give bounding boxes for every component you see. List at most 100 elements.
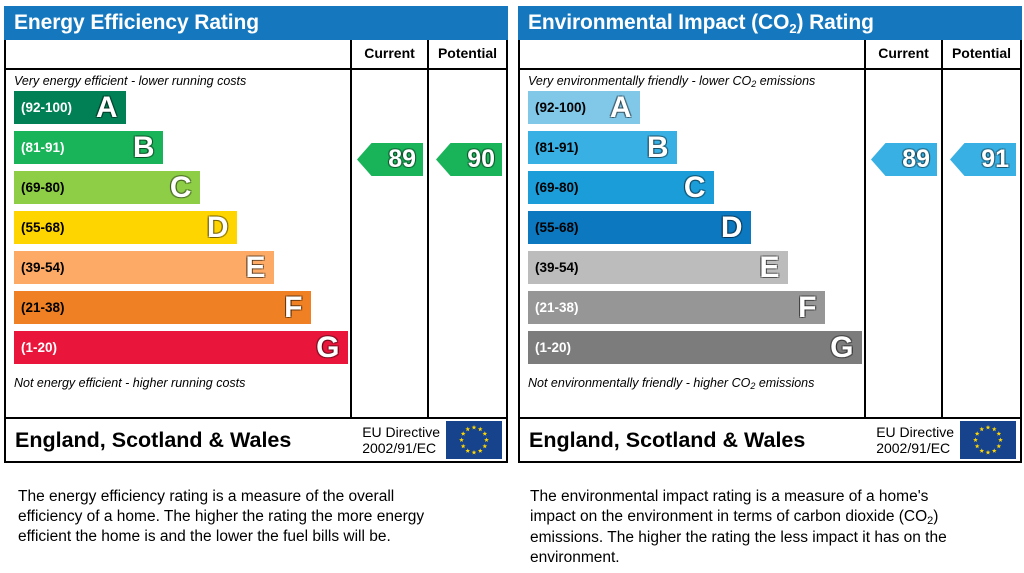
env-bottom-note: Not environmentally friendly - higher CO… xyxy=(520,372,864,393)
env-band-e-range: (39-54) xyxy=(535,259,579,275)
env-caption-post: ) emissions. The higher the rating the l… xyxy=(530,508,947,566)
env-band-d-letter: D xyxy=(720,210,743,244)
energy-bars: (92-100) A (81-91) B (69-80) C (55-68) xyxy=(6,91,350,372)
env-current-arrow: 89 xyxy=(871,143,937,176)
energy-chart-column: Very energy efficient - lower running co… xyxy=(6,70,352,417)
energy-potential-arrow: 90 xyxy=(436,143,502,176)
env-current-column: 89 xyxy=(866,70,943,417)
env-footer: England, Scotland & Wales EU Directive 2… xyxy=(520,417,1020,461)
env-directive-line2: 2002/91/EC xyxy=(876,440,951,456)
energy-band-g: (1-20) G xyxy=(14,331,348,364)
env-band-c-letter: C xyxy=(683,170,706,204)
energy-header-row: Current Potential xyxy=(6,40,506,70)
energy-band-g-letter: G xyxy=(316,330,339,364)
env-band-c-range: (69-80) xyxy=(535,179,579,195)
energy-header-blank xyxy=(6,40,352,68)
energy-band-b-letter: B xyxy=(132,130,155,164)
energy-directive-line2: 2002/91/EC xyxy=(362,440,437,456)
env-top-note-sub: 2 xyxy=(751,79,757,89)
energy-band-f-range: (21-38) xyxy=(21,299,65,315)
env-band-d: (55-68) D xyxy=(528,211,751,244)
energy-top-note: Very energy efficient - lower running co… xyxy=(14,74,247,88)
env-footer-directive: EU Directive 2002/91/EC xyxy=(876,424,960,456)
env-footer-region: England, Scotland & Wales xyxy=(529,427,806,452)
env-bottom-note-pre: Not environmentally friendly - higher CO xyxy=(528,376,751,390)
energy-band-a-letter: A xyxy=(95,90,118,124)
energy-current-arrow: 89 xyxy=(357,143,423,176)
env-header-current: Current xyxy=(866,40,943,68)
energy-band-d-letter: D xyxy=(206,210,229,244)
energy-band-d-range: (55-68) xyxy=(21,219,65,235)
energy-potential-value: 90 xyxy=(467,145,495,173)
env-band-c: (69-80) C xyxy=(528,171,714,204)
env-band-f-range: (21-38) xyxy=(535,299,579,315)
env-current-value: 89 xyxy=(902,145,930,173)
env-caption-sub: 2 xyxy=(927,515,934,527)
energy-footer: England, Scotland & Wales EU Directive 2… xyxy=(6,417,506,461)
energy-potential-column: 90 xyxy=(429,70,506,417)
env-directive-line1: EU Directive xyxy=(876,424,954,440)
env-top-note-pre: Very environmentally friendly - lower CO xyxy=(528,74,752,88)
env-grid-row: Very environmentally friendly - lower CO… xyxy=(520,70,1020,417)
env-title-sub: 2 xyxy=(789,21,797,36)
environmental-impact-caption: The environmental impact rating is a mea… xyxy=(530,487,960,568)
environmental-impact-panel: Environmental Impact (CO2) Rating Curren… xyxy=(518,6,1022,463)
energy-band-a: (92-100) A xyxy=(14,91,126,124)
energy-current-column: 89 xyxy=(352,70,429,417)
env-band-g: (1-20) G xyxy=(528,331,862,364)
env-header-blank xyxy=(520,40,866,68)
energy-band-d: (55-68) D xyxy=(14,211,237,244)
env-potential-arrow: 91 xyxy=(950,143,1016,176)
env-band-g-letter: G xyxy=(830,330,853,364)
energy-header-current: Current xyxy=(352,40,429,68)
energy-efficiency-panel: Energy Efficiency Rating Current Potenti… xyxy=(4,6,508,463)
env-title-pre: Environmental Impact (CO xyxy=(528,11,790,34)
energy-efficiency-caption: The energy efficiency rating is a measur… xyxy=(18,488,425,545)
env-band-b-range: (81-91) xyxy=(535,139,579,155)
energy-band-e-letter: E xyxy=(245,250,265,284)
environmental-impact-body: Current Potential Very environmentally f… xyxy=(518,40,1022,463)
env-caption-pre: The environmental impact rating is a mea… xyxy=(530,488,929,525)
environmental-impact-title: Environmental Impact (CO2) Rating xyxy=(518,6,1022,40)
energy-band-c-range: (69-80) xyxy=(21,179,65,195)
env-band-e-letter: E xyxy=(759,250,779,284)
energy-grid-row: Very energy efficient - lower running co… xyxy=(6,70,506,417)
energy-band-a-range: (92-100) xyxy=(21,99,73,115)
energy-current-value: 89 xyxy=(388,145,416,173)
energy-directive-line1: EU Directive xyxy=(362,424,440,440)
env-header-potential: Potential xyxy=(951,45,1012,61)
env-chart-column: Very environmentally friendly - lower CO… xyxy=(520,70,866,417)
env-top-note: Very environmentally friendly - lower CO… xyxy=(520,70,864,91)
energy-band-b: (81-91) B xyxy=(14,131,163,164)
env-band-a-range: (92-100) xyxy=(535,99,587,115)
env-band-f-letter: F xyxy=(798,290,816,324)
env-band-g-range: (1-20) xyxy=(535,339,572,355)
env-band-e: (39-54) E xyxy=(528,251,788,284)
env-band-a: (92-100) A xyxy=(528,91,640,124)
energy-band-c-letter: C xyxy=(169,170,192,204)
energy-band-f: (21-38) F xyxy=(14,291,311,324)
env-band-b-letter: B xyxy=(646,130,669,164)
env-band-b: (81-91) B xyxy=(528,131,677,164)
env-bottom-note-post: emissions xyxy=(755,376,815,390)
env-band-f: (21-38) F xyxy=(528,291,825,324)
env-band-a-letter: A xyxy=(609,90,632,124)
energy-band-b-range: (81-91) xyxy=(21,139,65,155)
energy-footer-region: England, Scotland & Wales xyxy=(15,427,292,452)
energy-footer-directive: EU Directive 2002/91/EC xyxy=(362,424,446,456)
energy-band-c: (69-80) C xyxy=(14,171,200,204)
env-title-tail: ) Rating xyxy=(796,11,874,34)
energy-band-e-range: (39-54) xyxy=(21,259,65,275)
energy-band-f-letter: F xyxy=(284,290,302,324)
env-bars: (92-100) A (81-91) B (69-80) C (55-68) xyxy=(520,91,864,372)
energy-band-g-range: (1-20) xyxy=(21,339,58,355)
energy-bottom-note: Not energy efficient - higher running co… xyxy=(14,376,246,390)
eu-flag-icon xyxy=(446,421,502,459)
env-potential-column: 91 xyxy=(943,70,1020,417)
eu-flag-icon xyxy=(960,421,1016,459)
env-header-row: Current Potential xyxy=(520,40,1020,70)
env-potential-value: 91 xyxy=(981,145,1009,173)
energy-efficiency-body: Current Potential Very energy efficient … xyxy=(4,40,508,463)
energy-efficiency-title: Energy Efficiency Rating xyxy=(4,6,508,40)
